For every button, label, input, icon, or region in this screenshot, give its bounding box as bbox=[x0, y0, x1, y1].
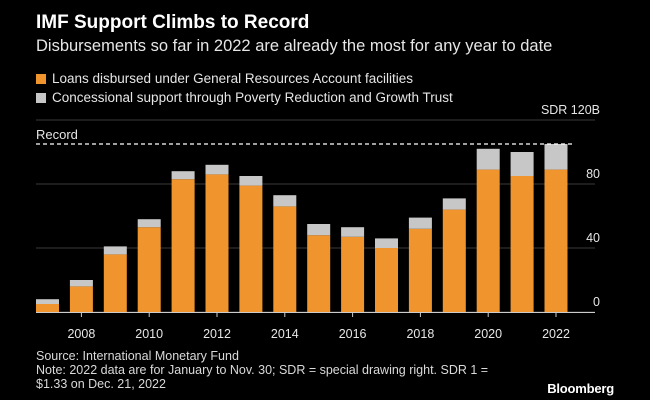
y-tick-label-40: 40 bbox=[586, 231, 600, 245]
bar-gra-2021 bbox=[510, 176, 534, 312]
x-tick-label-2022: 2022 bbox=[542, 327, 570, 341]
bar-prgt-2013 bbox=[239, 176, 263, 186]
footnote-line-1: Note: 2022 data are for January to Nov. … bbox=[36, 363, 489, 377]
bar-prgt-2015 bbox=[307, 224, 331, 236]
bar-prgt-2022 bbox=[544, 144, 568, 170]
bar-gra-2010 bbox=[137, 227, 161, 312]
bar-prgt-2011 bbox=[171, 171, 195, 180]
legend-item-prgt: Concessional support through Poverty Red… bbox=[36, 88, 453, 107]
bloomberg-logo: Bloomberg bbox=[547, 381, 614, 396]
legend-label-prgt: Concessional support through Poverty Red… bbox=[52, 90, 453, 105]
bar-gra-2020 bbox=[476, 169, 500, 312]
bar-prgt-2017 bbox=[375, 238, 398, 248]
bar-prgt-2008 bbox=[69, 280, 93, 287]
footnote-line-2: $1.33 on Dec. 21, 2022 bbox=[36, 377, 166, 391]
bar-gra-2022 bbox=[544, 169, 568, 312]
chart-subtitle: Disbursements so far in 2022 are already… bbox=[36, 37, 553, 55]
bar-prgt-2007 bbox=[36, 299, 59, 304]
x-tick-label-2016: 2016 bbox=[339, 327, 367, 341]
x-tick-label-2014: 2014 bbox=[271, 327, 299, 341]
bar-gra-2008 bbox=[69, 286, 93, 312]
bar-gra-2019 bbox=[442, 209, 466, 312]
legend-item-gra: Loans disbursed under General Resources … bbox=[36, 69, 453, 88]
bar-gra-2015 bbox=[307, 235, 331, 312]
bar-prgt-2010 bbox=[137, 219, 161, 228]
chart-legend: Loans disbursed under General Resources … bbox=[36, 69, 453, 107]
y-tick-label-80: 80 bbox=[586, 167, 600, 181]
bar-prgt-2019 bbox=[442, 198, 466, 210]
x-tick-label-2012: 2012 bbox=[203, 327, 231, 341]
bar-prgt-2018 bbox=[408, 217, 432, 229]
bar-gra-2013 bbox=[239, 185, 263, 312]
bar-prgt-2020 bbox=[476, 148, 500, 170]
chart-title: IMF Support Climbs to Record bbox=[36, 12, 310, 33]
x-tick-label-2010: 2010 bbox=[135, 327, 163, 341]
bar-prgt-2012 bbox=[205, 164, 229, 175]
bar-gra-2012 bbox=[205, 174, 229, 312]
legend-swatch-prgt bbox=[36, 92, 46, 103]
bar-prgt-2016 bbox=[341, 227, 365, 237]
x-tick-label-2018: 2018 bbox=[406, 327, 434, 341]
source-note: Source: International Monetary Fund bbox=[36, 349, 239, 363]
bar-gra-2016 bbox=[341, 236, 365, 312]
y-tick-label-0: 0 bbox=[593, 295, 600, 309]
legend-label-gra: Loans disbursed under General Resources … bbox=[52, 71, 413, 86]
bar-prgt-2021 bbox=[510, 152, 534, 176]
x-tick-label-2008: 2008 bbox=[67, 327, 95, 341]
bar-gra-2011 bbox=[171, 179, 195, 312]
bar-gra-2009 bbox=[103, 254, 127, 312]
bar-gra-2014 bbox=[273, 206, 297, 312]
x-tick-label-2020: 2020 bbox=[474, 327, 502, 341]
record-label: Record bbox=[36, 127, 78, 142]
legend-swatch-gra bbox=[36, 73, 46, 84]
chart-footer: Source: International Monetary Fund Note… bbox=[36, 349, 488, 391]
bar-gra-2007 bbox=[36, 304, 59, 312]
bar-gra-2017 bbox=[375, 248, 398, 312]
bar-gra-2018 bbox=[408, 228, 432, 312]
bar-prgt-2009 bbox=[103, 246, 127, 255]
bar-prgt-2014 bbox=[273, 195, 297, 207]
y-tick-label-unit: SDR 120B bbox=[541, 103, 600, 117]
